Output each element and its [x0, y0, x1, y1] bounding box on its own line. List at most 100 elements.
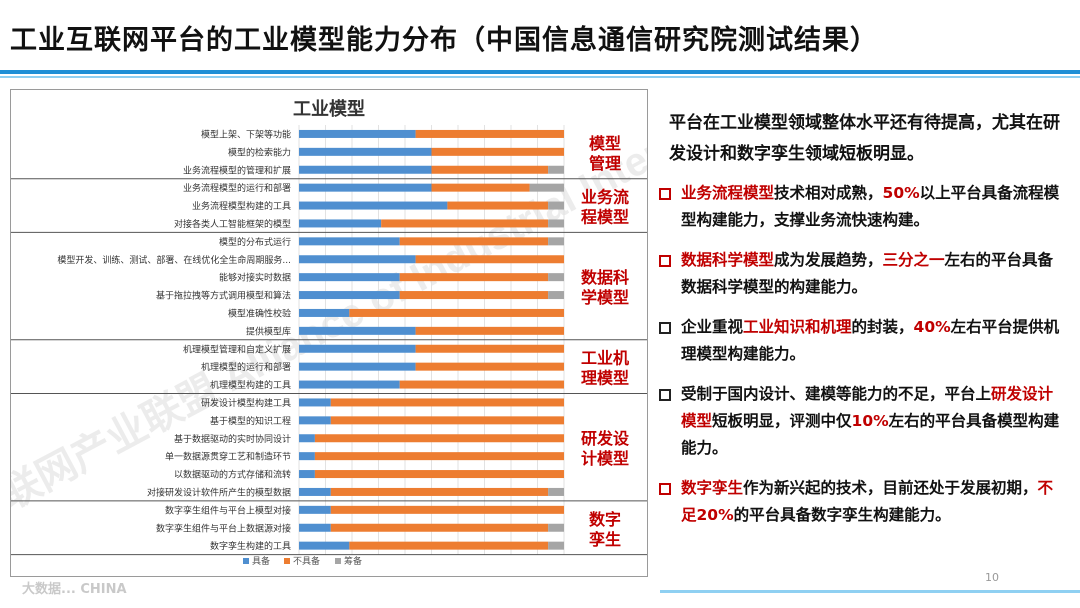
bar-has [299, 326, 416, 335]
legend-label: 筹备 [344, 555, 362, 567]
bar-has [299, 308, 350, 317]
summary-bullet: 企业重视工业知识和机理的封装，40%左右平台提供机理模型构建能力。 [655, 314, 1065, 368]
group-label: 数据科 [581, 268, 629, 287]
bar-not-has [431, 147, 564, 156]
group-label: 计模型 [581, 449, 629, 468]
bullet-text: 左右的平台具备模型构建能力。 [681, 412, 1060, 457]
summary-bullet: 数字孪生作为新兴起的技术，目前还处于发展初期，不足20%的平台具备数字孪生构建能… [655, 475, 1065, 529]
bar-planning [548, 523, 564, 532]
bar-planning [548, 273, 564, 282]
category-label: 机理模型管理和自定义扩展 [183, 343, 291, 355]
legend-swatch [243, 558, 249, 564]
bar-has [299, 273, 400, 282]
bar-not-has [330, 487, 549, 496]
highlight-text: 业务流程模型 [681, 184, 775, 202]
bottom-divider [660, 590, 1080, 593]
bar-planning [548, 541, 564, 550]
highlight-text: 40% [913, 318, 951, 336]
bar-planning [548, 219, 564, 228]
bar-not-has [399, 291, 549, 300]
category-label: 以数据驱动的方式存储和流转 [174, 469, 291, 481]
bar-not-has [431, 183, 530, 192]
bar-not-has [399, 237, 549, 246]
bar-planning [548, 291, 564, 300]
bar-has [299, 201, 448, 210]
category-label: 模型的检索能力 [228, 146, 291, 158]
bullet-text: 成为发展趋势， [774, 251, 883, 269]
bullet-text: 短板明显，评测中仅 [712, 412, 852, 430]
bar-has [299, 165, 432, 174]
bullet-list: 业务流程模型技术相对成熟，50%以上平台具备流程模型构建能力，支撑业务流快速构建… [655, 180, 1065, 529]
legend-label: 不具备 [293, 555, 320, 567]
summary-intro: 平台在工业模型领域整体水平还有待提高，尤其在研发设计和数字孪生领域短板明显。 [669, 113, 1060, 164]
legend-swatch [335, 558, 341, 564]
bar-not-has [381, 219, 549, 228]
bar-not-has [314, 434, 564, 443]
bar-not-has [330, 416, 564, 425]
bar-has [299, 416, 331, 425]
bar-has [299, 541, 350, 550]
chart-container: 工业互联网产业联盟 Alliance of Industrial Interne… [10, 89, 648, 577]
highlight-text: 研发设计模型 [681, 385, 1054, 430]
category-label: 对接研发设计软件所产生的模型数据 [147, 486, 291, 498]
category-label: 模型开发、训练、测试、部署、在线优化全生命周期服务... [57, 254, 291, 266]
legend-swatch [284, 558, 290, 564]
category-label: 机理模型的运行和部署 [201, 361, 291, 373]
bar-not-has [399, 380, 564, 389]
bullet-text: 企业重视 [681, 318, 744, 336]
bar-has [299, 219, 382, 228]
bar-has [299, 183, 432, 192]
category-label: 研发设计模型构建工具 [201, 397, 291, 409]
bar-not-has [415, 344, 564, 353]
bar-has [299, 523, 331, 532]
bar-not-has [399, 273, 549, 282]
bar-has [299, 380, 400, 389]
bar-planning [548, 487, 564, 496]
bar-has [299, 255, 416, 264]
bar-has [299, 147, 432, 156]
bar-not-has [431, 165, 549, 174]
group-label: 理模型 [581, 369, 629, 388]
bar-planning [529, 183, 564, 192]
highlight-text: 数据科学模型 [681, 251, 775, 269]
bar-planning [548, 237, 564, 246]
summary-bullet: 数据科学模型成为发展趋势，三分之一左右的平台具备数据科学模型的构建能力。 [655, 247, 1065, 301]
bullet-text: 技术相对成熟， [774, 184, 883, 202]
group-label: 数字 [589, 510, 621, 529]
category-label: 机理模型构建的工具 [210, 379, 291, 391]
bottom-logo: 大数据... CHINA [22, 582, 127, 597]
bar-not-has [330, 398, 564, 407]
bullet-text: 的平台具备数字孪生构建能力。 [733, 506, 951, 524]
bar-has [299, 237, 400, 246]
category-label: 基于数据驱动的实时协同设计 [174, 433, 291, 445]
category-label: 数字孪生组件与平台上数据源对接 [156, 522, 291, 534]
highlight-text: 三分之一 [882, 251, 945, 269]
bullet-box-icon [659, 389, 671, 401]
bar-has [299, 434, 315, 443]
group-label: 研发设 [581, 429, 630, 448]
summary-bullet: 受制于国内设计、建模等能力的不足，平台上研发设计模型短板明显，评测中仅10%左右… [655, 381, 1065, 462]
highlight-text: 50% [882, 184, 920, 202]
bar-has [299, 344, 416, 353]
bar-not-has [349, 541, 549, 550]
bar-not-has [415, 362, 564, 371]
bullet-text: 作为新兴起的技术，目前还处于发展初期， [743, 479, 1038, 497]
category-label: 提供模型库 [246, 325, 291, 337]
summary-bullet: 业务流程模型技术相对成熟，50%以上平台具备流程模型构建能力，支撑业务流快速构建… [655, 180, 1065, 234]
bar-has [299, 291, 400, 300]
bar-not-has [314, 470, 564, 479]
bar-has [299, 487, 331, 496]
summary-panel: 平台在工业模型领域整体水平还有待提高，尤其在研发设计和数字孪生领域短板明显。 业… [655, 108, 1065, 542]
bar-has [299, 362, 416, 371]
category-label: 数字孪生组件与平台上模型对接 [165, 504, 291, 516]
bar-not-has [415, 129, 564, 138]
bullet-text: 受制于国内设计、建模等能力的不足，平台上 [681, 385, 992, 403]
bar-has [299, 505, 331, 514]
category-label: 基于拖拉拽等方式调用模型和算法 [156, 290, 291, 302]
category-label: 模型的分布式运行 [219, 236, 291, 248]
bullet-text: 左右的平台具备数据科学模型的构建能力。 [681, 251, 1054, 296]
bar-not-has [415, 255, 564, 264]
category-label: 对接各类人工智能框架的模型 [174, 218, 291, 230]
bar-not-has [314, 452, 564, 461]
group-label: 模型 [589, 134, 621, 153]
